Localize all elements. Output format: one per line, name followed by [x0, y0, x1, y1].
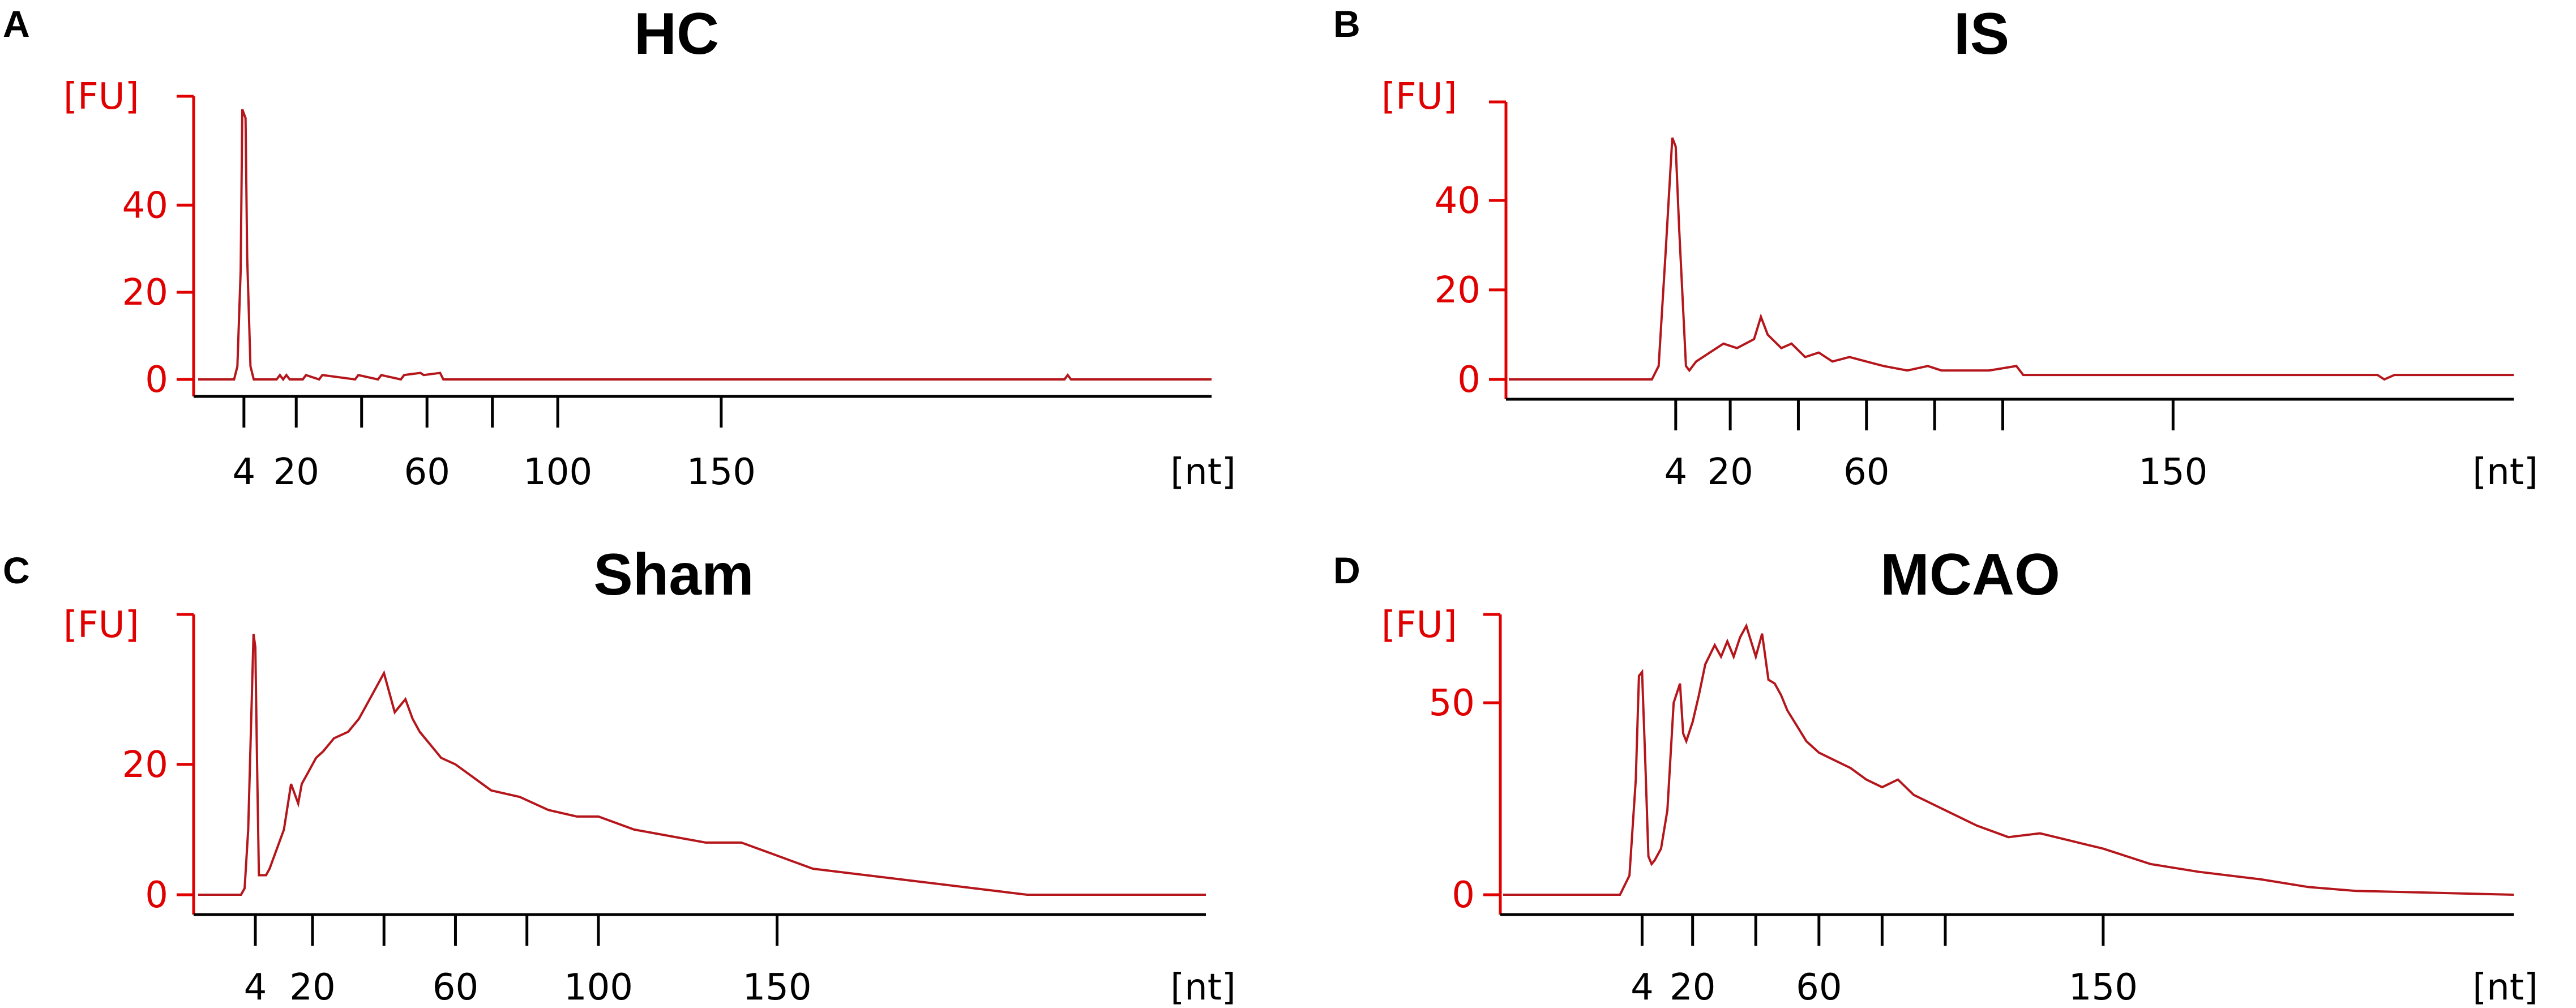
panel-c: C Sham [FU] 0 20 4 20 60 100 150 [nt]: [3, 542, 1236, 1008]
panel-letter: A: [3, 3, 30, 45]
x-tick-label: 150: [742, 967, 811, 1008]
x-axis-unit: [nt]: [1170, 967, 1236, 1008]
y-axis-unit: [FU]: [1381, 604, 1457, 646]
x-axis-unit: [nt]: [1170, 451, 1236, 493]
x-tick-label: 20: [1707, 451, 1753, 493]
y-axis-unit: [FU]: [63, 76, 139, 118]
x-tick-label: 4: [1664, 451, 1687, 493]
x-tick-label: 4: [244, 967, 267, 1008]
trace-line: [1503, 623, 2514, 896]
y-tick-label: 0: [145, 874, 168, 916]
x-tick-label: 20: [289, 967, 335, 1008]
y-tick-label: 20: [122, 272, 168, 314]
panel-letter: D: [1333, 549, 1360, 591]
y-tick-label: 50: [1429, 682, 1475, 724]
panel-letter: B: [1333, 3, 1360, 45]
panel-title: MCAO: [1880, 542, 2060, 608]
x-tick-label: 150: [2069, 967, 2138, 1008]
y-tick-label: 0: [1452, 874, 1475, 916]
trace-line: [198, 109, 1212, 382]
x-tick-label: 100: [564, 967, 633, 1008]
x-tick-label: 4: [232, 451, 255, 493]
y-tick-label: 40: [122, 185, 168, 227]
x-tick-label: 60: [433, 967, 478, 1008]
x-tick-label: 60: [1796, 967, 1842, 1008]
y-tick-label: 20: [1435, 270, 1480, 311]
x-tick-label: 20: [1670, 967, 1715, 1008]
panel-d: D MCAO [FU] 0 50 4 20 60 150 [nt]: [1333, 542, 2538, 1008]
x-tick-label: 4: [1631, 967, 1654, 1008]
panel-title: HC: [634, 1, 719, 67]
panel-title: IS: [1954, 1, 2009, 67]
y-axis-unit: [FU]: [1381, 76, 1457, 118]
panel-title: Sham: [593, 542, 754, 608]
y-tick-label: 0: [145, 359, 168, 401]
x-tick-label: 100: [523, 451, 592, 493]
x-tick-label: 150: [2138, 451, 2207, 493]
y-tick-label: 0: [1457, 359, 1480, 401]
x-axis-unit: [nt]: [2472, 451, 2538, 493]
panel-b: B IS [FU] 0 20 40 4 20 60 150 [nt]: [1333, 1, 2538, 493]
y-axis-unit: [FU]: [63, 604, 139, 646]
x-tick-label: 20: [273, 451, 319, 493]
panel-a: A HC [FU] 0 20 40 4 20 60 100 150 [nt]: [3, 1, 1236, 493]
trace-line: [1509, 137, 2514, 381]
trace-line: [198, 634, 1206, 896]
x-tick-label: 60: [1843, 451, 1889, 493]
x-tick-label: 150: [687, 451, 756, 493]
panel-letter: C: [3, 549, 30, 591]
x-tick-label: 60: [404, 451, 450, 493]
y-tick-label: 40: [1435, 180, 1480, 222]
x-axis-unit: [nt]: [2472, 967, 2538, 1008]
y-tick-label: 20: [122, 744, 168, 786]
